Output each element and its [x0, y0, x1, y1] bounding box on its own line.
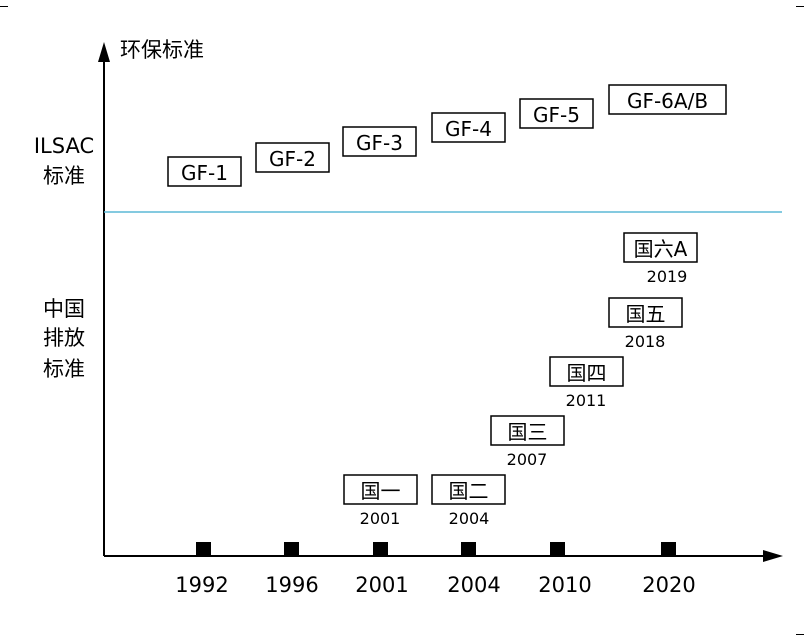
- x-tick-marker: [284, 542, 299, 557]
- corner-mark-bottom-right: [796, 634, 804, 635]
- x-tick-label: 1996: [265, 573, 318, 597]
- x-tick-marker: [661, 542, 676, 557]
- china-standard-boxes: 国一 2001 国二 2004 国三 2007 国四 2011 国五 2018 …: [343, 232, 698, 528]
- corner-mark-top-right: [796, 6, 804, 7]
- x-tick-marker: [196, 542, 211, 557]
- china-box-guo-2: 国二 2004: [431, 474, 506, 528]
- china-box-label: 国五: [626, 302, 666, 326]
- section-label-ilsac: ILSAC 标准: [34, 134, 94, 188]
- section-label-china-line-1: 中国: [43, 297, 85, 321]
- china-box-guo-3: 国三 2007: [490, 415, 565, 469]
- china-box-label: 国一: [361, 479, 401, 503]
- china-box-year: 2011: [566, 391, 607, 410]
- section-label-china-line-2: 排放: [43, 326, 85, 350]
- ilsac-box-label: GF-3: [356, 131, 403, 155]
- ilsac-box-gf-6ab: GF-6A/B: [608, 84, 727, 115]
- x-tick-marker: [461, 542, 476, 557]
- section-label-china: 中国 排放 标准: [43, 297, 85, 381]
- x-tick-marker: [550, 542, 565, 557]
- x-tick-group: 1992 1996 2001 2004 2010 2020: [175, 542, 696, 597]
- china-box-year: 2018: [625, 332, 666, 351]
- section-label-china-line-3: 标准: [43, 357, 85, 381]
- china-box-label: 国三: [508, 420, 548, 444]
- section-label-ilsac-line-2: 标准: [43, 164, 85, 188]
- china-box-guo-6a: 国六A 2019: [623, 232, 698, 286]
- ilsac-box-label: GF-1: [181, 161, 228, 185]
- china-box-year: 2019: [647, 267, 688, 286]
- ilsac-box-gf-1: GF-1: [167, 156, 242, 187]
- ilsac-standard-boxes: GF-1 GF-2 GF-3 GF-4 GF-5 GF-6A/B: [167, 84, 727, 187]
- china-box-guo-1: 国一 2001: [343, 474, 418, 528]
- y-axis-title: 环保标准: [120, 38, 204, 62]
- china-box-year: 2004: [449, 509, 490, 528]
- ilsac-box-gf-2: GF-2: [255, 142, 330, 173]
- china-box-year: 2007: [507, 450, 548, 469]
- ilsac-box-gf-4: GF-4: [431, 112, 506, 143]
- ilsac-box-label: GF-2: [269, 147, 316, 171]
- china-box-label: 国六A: [634, 237, 688, 261]
- x-tick-marker: [373, 542, 388, 557]
- x-tick-label: 2001: [355, 573, 408, 597]
- x-tick-label: 2020: [642, 573, 695, 597]
- china-box-guo-4: 国四 2011: [549, 356, 624, 410]
- x-tick-label: 2010: [538, 573, 591, 597]
- china-box-label: 国四: [567, 361, 607, 385]
- section-label-ilsac-line-1: ILSAC: [34, 134, 94, 158]
- ilsac-box-label: GF-4: [445, 117, 492, 141]
- corner-mark-top-left: [0, 6, 8, 7]
- ilsac-box-label: GF-5: [533, 103, 580, 127]
- china-box-year: 2001: [360, 509, 401, 528]
- x-tick-label: 2004: [447, 573, 500, 597]
- y-axis-arrowhead: [98, 42, 110, 62]
- x-axis-arrowhead: [763, 550, 783, 562]
- china-box-guo-5: 国五 2018: [608, 297, 683, 351]
- china-box-label: 国二: [449, 479, 489, 503]
- ilsac-box-gf-5: GF-5: [519, 98, 594, 129]
- x-tick-label: 1992: [175, 573, 228, 597]
- ilsac-box-gf-3: GF-3: [342, 126, 417, 157]
- ilsac-box-label: GF-6A/B: [627, 89, 708, 113]
